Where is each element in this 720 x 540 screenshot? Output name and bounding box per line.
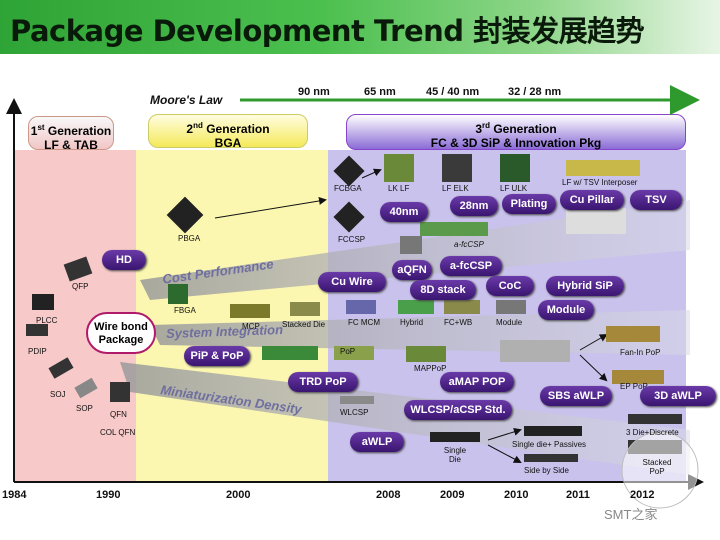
label-plcc: PLCC xyxy=(36,316,58,325)
label-fc-wb: FC+WB xyxy=(444,318,473,327)
generation-1-label: 1st Generation LF & TAB xyxy=(28,116,114,152)
pill-amap-pop: aMAP POP xyxy=(440,372,514,392)
miniaturization-band xyxy=(120,362,690,475)
label-single-die-passives: Single die+ Passives xyxy=(512,440,587,449)
label-col-qfn: COL QFN xyxy=(100,428,136,437)
year-2009: 2009 xyxy=(440,489,465,501)
year-2011: 2011 xyxy=(566,489,590,501)
label-fbga: FBGA xyxy=(174,306,196,315)
label-fcbga: FCBGA xyxy=(334,184,362,193)
pill-wlcsp-acsp-std: WLCSP/aCSP Std. xyxy=(404,400,512,420)
label-wlcsp: WLCSP xyxy=(340,408,369,417)
label-fccsp: FCCSP xyxy=(338,235,366,244)
label-pdip: PDIP xyxy=(28,347,47,356)
label-module: Module xyxy=(496,318,523,327)
year-2012: 2012 xyxy=(630,489,655,501)
watermark-badge xyxy=(621,431,699,509)
pill-awlp: aWLP xyxy=(350,432,404,452)
label-pbga: PBGA xyxy=(178,234,201,243)
node-90nm: 90 nm xyxy=(298,86,330,98)
moores-law-label: Moore's Law xyxy=(150,93,223,107)
generation-2-label: 2nd Generation BGA xyxy=(148,114,308,150)
year-2010: 2010 xyxy=(504,489,529,501)
label-mappop: MAPPoP xyxy=(414,364,447,373)
node-45nm: 45 / 40 nm xyxy=(426,86,480,98)
node-32nm: 32 / 28 nm xyxy=(508,86,562,98)
label-qfn: QFN xyxy=(110,410,127,419)
pill-plating: Plating xyxy=(502,194,556,214)
pill-coc: CoC xyxy=(486,276,534,296)
year-1984: 1984 xyxy=(2,489,27,501)
page-title: Package Development Trend 封装发展趋势 xyxy=(10,14,645,48)
year-1990: 1990 xyxy=(96,489,121,501)
year-2008: 2008 xyxy=(376,489,401,501)
pill-cu-wire: Cu Wire xyxy=(318,272,386,292)
label-lf-ulk: LF ULK xyxy=(500,184,528,193)
label-fc-mcm: FC MCM xyxy=(348,318,380,327)
year-2000: 2000 xyxy=(226,489,251,501)
pill-hybrid-sip: Hybrid SiP xyxy=(546,276,624,296)
pill-trd-pop: TRD PoP xyxy=(288,372,358,392)
pill-cu-pillar: Cu Pillar xyxy=(560,190,624,210)
wire-bond-package-node: Wire bond Package xyxy=(86,312,156,354)
node-65nm: 65 nm xyxy=(364,86,396,98)
pill-3d-awlp: 3D aWLP xyxy=(640,386,716,406)
label-single-die: Single Die xyxy=(443,446,467,464)
label-soj: SOJ xyxy=(50,390,66,399)
generation-3-label: 3rd Generation FC & 3D SiP & Innovation … xyxy=(346,114,686,150)
pill-40nm: 40nm xyxy=(380,202,428,222)
pill-28nm: 28nm xyxy=(450,196,498,216)
pill-sbs-awlp: SBS aWLP xyxy=(540,386,612,406)
pill-aqfn: aQFN xyxy=(392,260,432,280)
label-stacked-pop: Stacked PoP xyxy=(642,458,672,476)
label-lf-elk: LF ELK xyxy=(442,184,469,193)
package-chips xyxy=(26,154,682,462)
watermark-text: SMT之家 xyxy=(604,507,658,522)
label-qfp: QFP xyxy=(72,282,89,291)
label-mcp: MCP xyxy=(242,322,260,331)
label-pop: PoP xyxy=(340,347,356,356)
label-a-fccsp: a-fcCSP xyxy=(454,240,484,249)
label-sop: SOP xyxy=(76,404,93,413)
label-lk-lf: LK LF xyxy=(388,184,410,193)
label-stacked-die: Stacked Die xyxy=(282,320,326,329)
label-fan-in-pop: Fan-In PoP xyxy=(620,348,661,357)
title-bar xyxy=(0,0,720,54)
pill-hd: HD xyxy=(102,250,146,270)
pill-8d-stack: 8D stack xyxy=(410,280,476,300)
label-lf-tsv: LF w/ TSV Interposer xyxy=(562,178,638,187)
pill-module: Module xyxy=(538,300,594,320)
pill-a-fccsp: a-fcCSP xyxy=(440,256,502,276)
label-3-die-discrete: 3 Die+Discrete xyxy=(626,428,679,437)
label-side-by-side: Side by Side xyxy=(524,466,569,475)
label-ep-pop: EP PoP xyxy=(620,382,648,391)
pill-tsv: TSV xyxy=(630,190,682,210)
label-hybrid: Hybrid xyxy=(400,318,424,327)
pill-pip-pop: PiP & PoP xyxy=(184,346,250,366)
